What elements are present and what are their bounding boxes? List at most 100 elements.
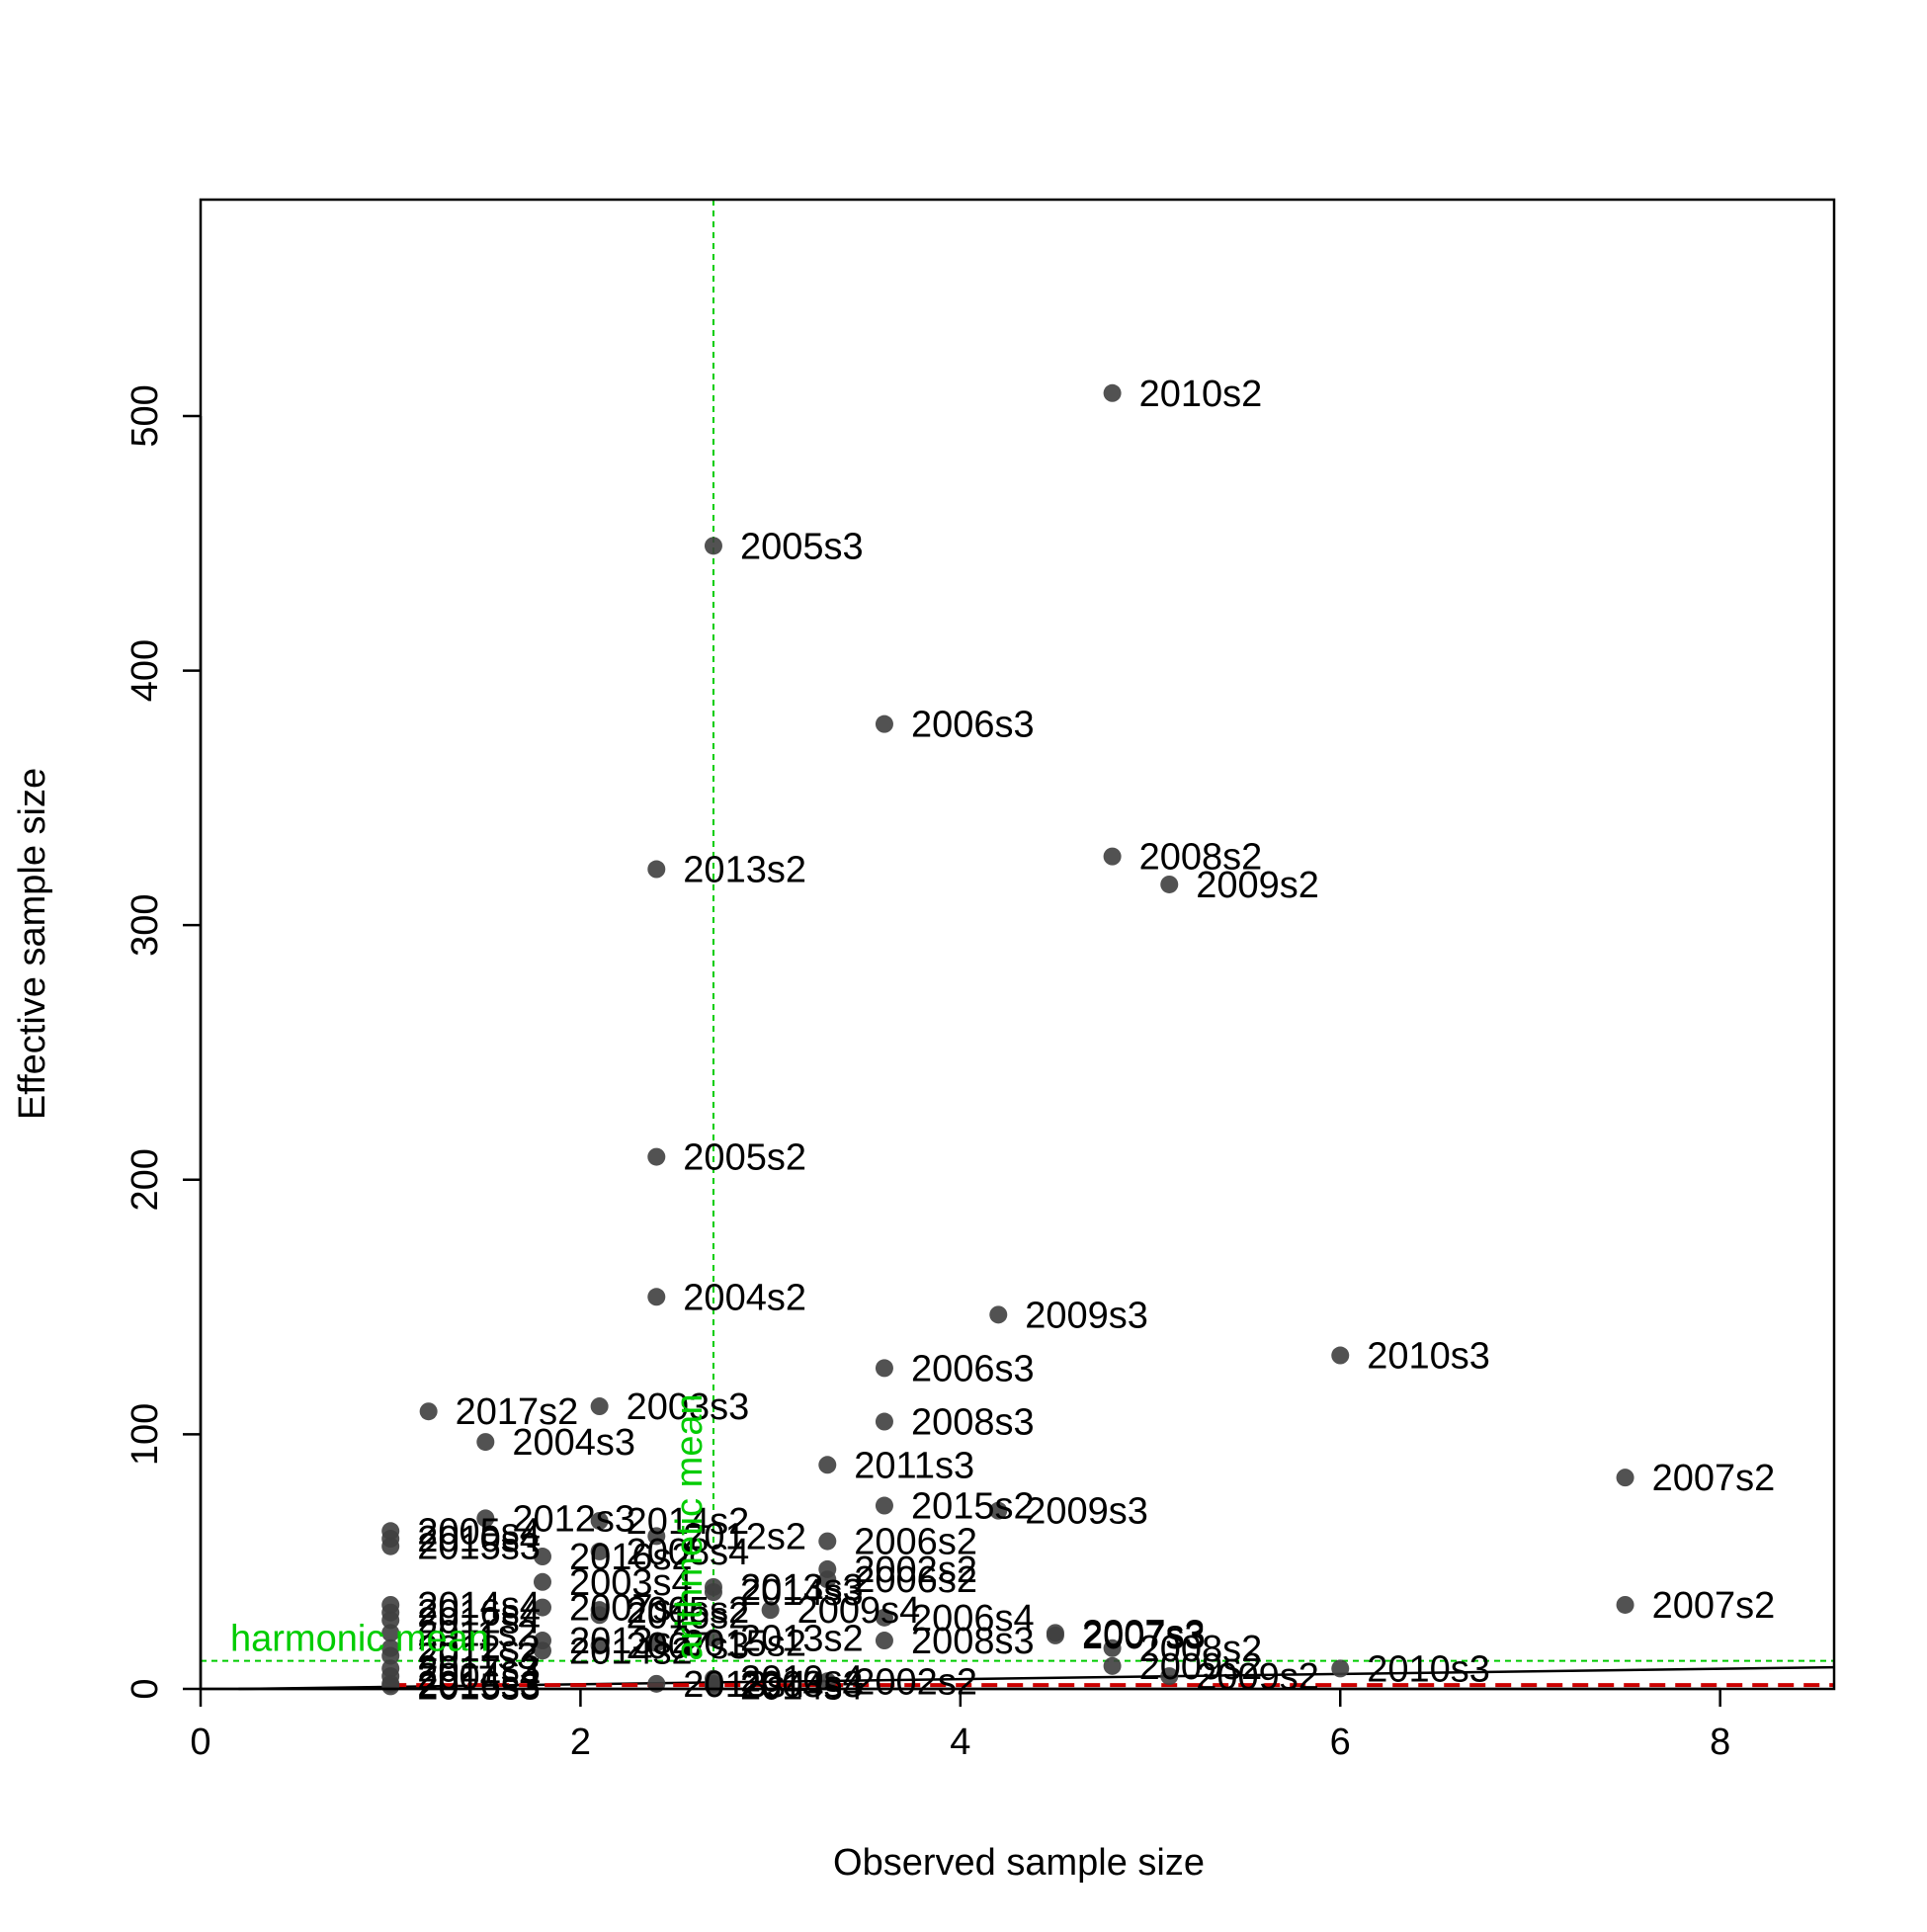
point-label: 2015s3 — [417, 1666, 541, 1708]
y-tick-label: 400 — [125, 639, 166, 702]
data-point — [381, 1677, 400, 1696]
data-point — [476, 1433, 495, 1452]
data-point — [875, 1632, 893, 1650]
point-label: 2006s2 — [854, 1559, 977, 1601]
data-point — [533, 1572, 551, 1591]
data-point — [989, 1305, 1008, 1324]
data-point — [875, 1608, 893, 1627]
point-label: 2014s4 — [740, 1666, 864, 1708]
point-label: 2007s3 — [627, 1626, 750, 1667]
point-label: 2011s3 — [417, 1637, 538, 1678]
data-point — [704, 1629, 722, 1647]
y-tick-label: 200 — [125, 1148, 166, 1211]
point-label: 2004s3 — [512, 1422, 635, 1464]
point-label: 2009s2 — [1139, 1646, 1263, 1688]
point-label: 2006s2 — [854, 1522, 977, 1563]
point-label: 2014s4 — [417, 1585, 541, 1627]
point-label: 2004s2 — [683, 1277, 806, 1318]
point-label: 2007s2 — [1652, 1585, 1776, 1627]
x-axis-title: Observed sample size — [833, 1842, 1205, 1884]
point-label: 2014s2 — [569, 1631, 693, 1672]
data-point — [1331, 1346, 1350, 1365]
point-label: 2010s2 — [1139, 374, 1263, 415]
points-layer — [381, 383, 1634, 1696]
point-label: 2010s4 — [740, 1659, 864, 1701]
data-point — [533, 1641, 551, 1660]
point-label: 2016s4 — [417, 1593, 541, 1635]
data-point — [590, 1542, 609, 1560]
data-point — [533, 1598, 551, 1617]
y-axis-title: Effective sample size — [12, 768, 53, 1120]
point-label: 2012s3 — [512, 1498, 635, 1540]
data-point — [875, 1496, 893, 1515]
point-label: 2012s2 — [683, 1516, 806, 1557]
point-label: 2015s2 — [683, 1624, 806, 1665]
point-label: 2008s2 — [1139, 837, 1263, 879]
point-label: 2005s4 — [417, 1511, 541, 1553]
point-label: 2007s3 — [1082, 1613, 1206, 1654]
point-label: 2014s2 — [627, 1501, 750, 1543]
x-tick-label: 6 — [1330, 1722, 1351, 1763]
point-label: 2005s2 — [683, 1137, 806, 1179]
data-point — [1103, 1656, 1122, 1675]
point-label: 2008s4 — [627, 1532, 750, 1573]
point-label: 2017s2 — [456, 1391, 579, 1433]
point-label: 2016s3 — [417, 1664, 541, 1706]
point-label: 2006s3 — [911, 705, 1035, 746]
point-label: 2016s2 — [627, 1595, 750, 1637]
data-point — [875, 714, 893, 733]
harmonic-mean-label: harmonic mean — [230, 1619, 489, 1660]
x-tick-label: 2 — [570, 1722, 591, 1763]
point-label: 2010s4 — [417, 1519, 541, 1560]
data-point — [704, 1583, 722, 1602]
y-tick-label: 300 — [125, 893, 166, 956]
data-point — [647, 1527, 666, 1546]
point-label: 2009s3 — [1025, 1295, 1148, 1336]
point-label: 2011s2 — [417, 1613, 538, 1654]
y-tick-label: 500 — [125, 384, 166, 447]
data-point — [476, 1509, 495, 1528]
x-tick-label: 4 — [950, 1722, 970, 1763]
point-label: 2007s4 — [569, 1588, 693, 1630]
reference-lines-layer — [201, 200, 1835, 1691]
point-label: 2008s3 — [911, 1621, 1035, 1662]
point-label: 2005s2 — [627, 1590, 750, 1632]
x-tick-label: 0 — [190, 1722, 210, 1763]
y-tick-label: 0 — [125, 1678, 166, 1699]
data-point — [818, 1456, 837, 1474]
data-point — [704, 537, 722, 555]
data-point — [381, 1611, 400, 1630]
point-label: 2008s2 — [1139, 1629, 1263, 1670]
data-point — [875, 1412, 893, 1431]
point-label: 2007s2 — [1652, 1458, 1776, 1499]
data-point — [647, 1288, 666, 1306]
data-point — [1616, 1469, 1634, 1487]
point-label: 2015s2 — [911, 1486, 1035, 1528]
point-label: 2014s3 — [740, 1572, 864, 1614]
data-point — [590, 1637, 609, 1655]
data-point — [989, 1501, 1008, 1520]
point-label: 2013s4 — [683, 1664, 806, 1706]
point-label: 2011s3 — [854, 1445, 974, 1486]
data-point — [1103, 383, 1122, 402]
point-label: 2009s2 — [1196, 865, 1319, 906]
data-point — [818, 1672, 837, 1691]
arithmetic-mean-label: arithmetic mean — [669, 1393, 711, 1660]
point-label: 2009s2 — [1196, 1656, 1319, 1698]
data-point — [647, 1634, 666, 1652]
data-point — [590, 1397, 609, 1416]
data-point — [818, 1532, 837, 1551]
point-label: 2012s2 — [417, 1629, 541, 1670]
data-point — [647, 1147, 666, 1166]
axes-layer: 0 2 4 6 8 0 100 200 300 400 500 — [125, 198, 1836, 1763]
data-point — [1331, 1659, 1350, 1678]
data-point — [590, 1511, 609, 1530]
data-point — [1103, 847, 1122, 866]
point-label: 2003s3 — [740, 1664, 864, 1706]
data-point — [381, 1624, 400, 1642]
data-point — [875, 1359, 893, 1378]
